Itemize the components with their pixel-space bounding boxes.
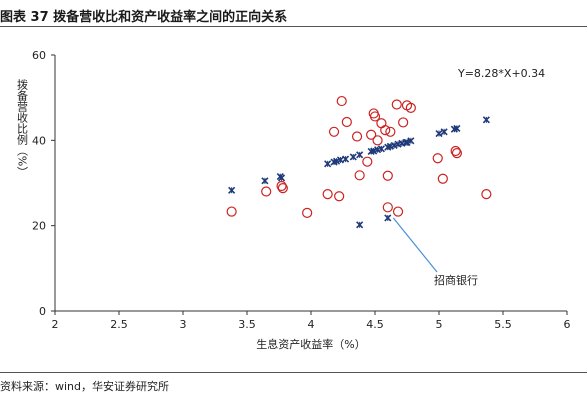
fitted-point: [261, 177, 269, 185]
actual-point: [354, 170, 365, 181]
fitted-point: [356, 221, 364, 229]
fitted-point: [341, 155, 350, 163]
actual-point: [382, 170, 393, 181]
actual-point: [376, 118, 387, 129]
y-tick-label: 20: [32, 220, 46, 233]
fitted-point: [440, 128, 448, 136]
actual-point: [341, 116, 352, 128]
actual-point: [432, 153, 443, 164]
actual-point: [382, 202, 393, 213]
actual-point: [391, 99, 402, 110]
x-tick-label: 3: [180, 318, 187, 331]
x-axis-label: 生息资产收益率（%）: [256, 337, 365, 351]
y-tick-label: 0: [39, 305, 46, 318]
fitted-point: [403, 138, 411, 147]
fitted-point: [407, 137, 415, 145]
actual-point: [369, 111, 381, 122]
source-divider: [0, 372, 587, 373]
actual-point: [380, 124, 391, 136]
actual-point: [302, 207, 313, 218]
fitted-point: [377, 145, 385, 153]
y-tick-label: 60: [32, 49, 46, 62]
fitted-point: [482, 116, 490, 124]
scatter-chart: 2 2.5 3 3.5 4 4.5 5 5.5 60204060生息资产收益率（%）拨备营收比例…: [16, 49, 571, 351]
figure-title: 图表 37 拨备营收比和资产收益率之间的正向关系: [0, 10, 288, 25]
actual-point: [398, 117, 409, 128]
title-divider: [0, 26, 587, 27]
actual-point: [451, 148, 463, 159]
y-tick-label: 40: [32, 134, 46, 147]
fitted-point: [349, 153, 357, 161]
fitted-point: [453, 124, 461, 132]
annotation-leader-line: [392, 217, 438, 273]
actual-point: [226, 206, 237, 217]
actual-point: [372, 135, 383, 146]
fitted-point: [384, 214, 392, 222]
actual-point: [334, 191, 345, 202]
actual-point: [385, 126, 396, 137]
fitted-point: [435, 129, 443, 138]
fitted-point: [277, 174, 286, 182]
actual-point: [366, 129, 377, 140]
actual-point: [322, 188, 333, 200]
actual-point: [276, 180, 287, 192]
fitted-point: [228, 186, 236, 194]
x-tick-label: 6: [564, 318, 571, 331]
regression-equation: Y=8.28*X+0.34: [457, 67, 545, 80]
fitted-point: [356, 151, 364, 159]
x-tick-label: 3.5: [238, 318, 256, 331]
x-tick-label: 4.5: [366, 318, 384, 331]
figure-title-bar: 图表 37 拨备营收比和资产收益率之间的正向关系: [0, 0, 587, 26]
x-tick-label: 2.5: [110, 318, 128, 331]
actual-point: [328, 126, 340, 137]
actual-point: [277, 183, 288, 194]
actual-point: [362, 156, 373, 167]
source-note: 资料来源：wind，华安证券研究所: [0, 380, 170, 393]
actual-point: [481, 188, 492, 200]
x-tick-label: 5.5: [494, 318, 512, 331]
actual-point: [450, 145, 461, 157]
x-tick-label: 4: [308, 318, 315, 331]
actual-point: [405, 102, 416, 114]
actual-point: [336, 95, 347, 107]
actual-point: [261, 186, 272, 197]
x-tick-label: 2: [52, 318, 59, 331]
x-tick-label: 5: [436, 318, 443, 331]
actual-point: [392, 206, 404, 217]
annotation-label: 招商银行: [434, 273, 478, 287]
actual-point: [351, 131, 363, 142]
y-axis-label: 拨备营收比例（%）: [16, 77, 29, 177]
fitted-point: [324, 160, 332, 168]
actual-point: [437, 173, 448, 184]
